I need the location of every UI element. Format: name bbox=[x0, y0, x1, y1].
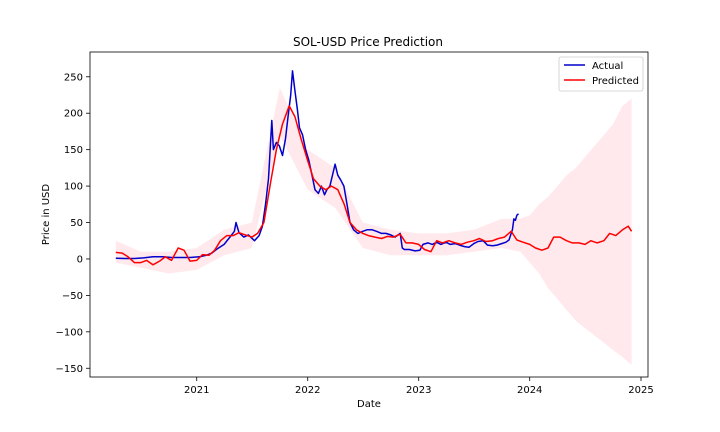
y-tick-label: −150 bbox=[56, 364, 83, 375]
x-tick-label: 2024 bbox=[517, 385, 542, 396]
series-line-actual bbox=[115, 70, 519, 260]
plot-layer bbox=[115, 70, 633, 365]
x-tick-label: 2025 bbox=[628, 385, 653, 396]
x-tick-label: 2022 bbox=[295, 385, 320, 396]
x-tick-label: 2021 bbox=[184, 385, 209, 396]
x-axis: 2021 2022 2023 2024 2025 bbox=[184, 377, 654, 396]
legend-label-actual: Actual bbox=[592, 61, 623, 72]
y-tick-label: −50 bbox=[62, 291, 83, 302]
y-tick-label: 50 bbox=[70, 218, 83, 229]
y-axis: −150 −100 −50 0 50 100 150 200 250 bbox=[56, 72, 90, 375]
plot-frame bbox=[89, 51, 649, 378]
series-line-predicted bbox=[115, 105, 633, 266]
y-tick-label: −100 bbox=[56, 327, 83, 338]
legend: Actual Predicted bbox=[558, 56, 644, 92]
legend-label-predicted: Predicted bbox=[592, 76, 639, 87]
chart-title: SOL-USD Price Prediction bbox=[293, 35, 443, 49]
x-tick-label: 2023 bbox=[406, 385, 431, 396]
y-tick-label: 250 bbox=[64, 72, 83, 83]
y-tick-label: 200 bbox=[64, 109, 83, 120]
confidence-band bbox=[115, 87, 632, 365]
y-tick-label: 150 bbox=[64, 145, 83, 156]
y-axis-label: Price in USD bbox=[41, 184, 52, 246]
y-tick-label: 0 bbox=[77, 254, 83, 265]
y-tick-label: 100 bbox=[64, 182, 83, 193]
x-axis-label: Date bbox=[357, 399, 381, 410]
